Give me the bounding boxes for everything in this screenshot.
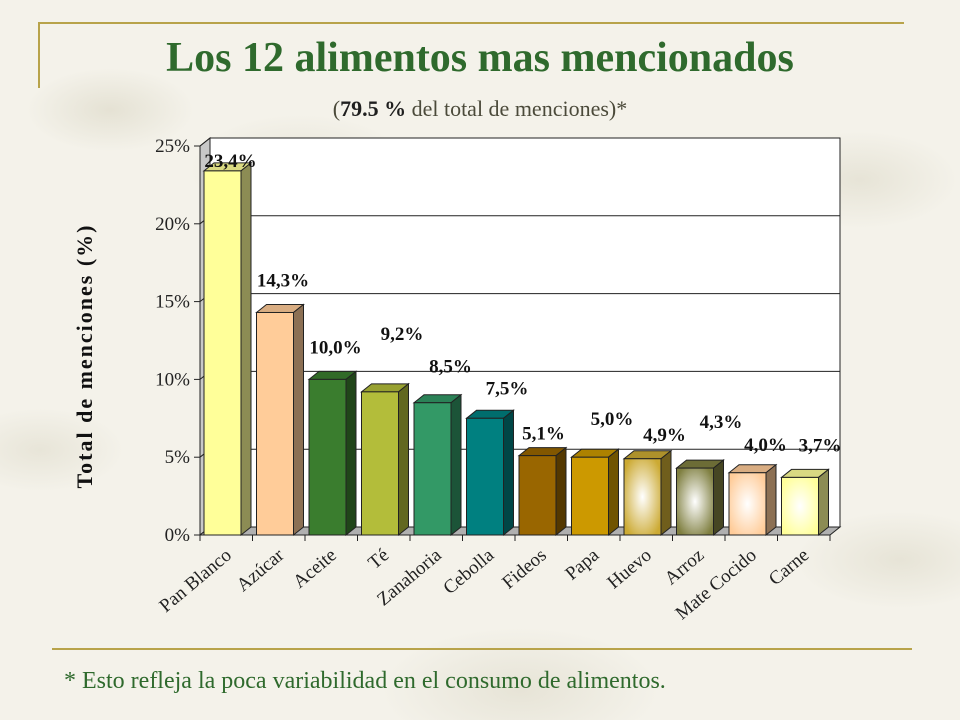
- bar-11: [727, 463, 778, 537]
- subtitle-open: (: [332, 96, 341, 121]
- bar-4: [360, 382, 410, 537]
- category-label: Pan Blanco: [156, 545, 236, 617]
- bar-side: [503, 409, 514, 537]
- bar-2: [255, 303, 305, 537]
- bar-8: [570, 448, 620, 537]
- bar-5: [412, 393, 463, 537]
- data-label: 23,4%: [204, 151, 256, 172]
- subtitle-percent: 79.5 %: [340, 96, 407, 121]
- bar-front: [781, 476, 819, 536]
- bar-9: [622, 449, 673, 537]
- bar-front: [623, 458, 662, 536]
- data-label: 9,2%: [381, 324, 424, 345]
- category-label: Fideos: [498, 545, 550, 594]
- bar-side: [450, 393, 462, 537]
- data-label: 4,0%: [744, 435, 787, 456]
- bar-front: [728, 472, 767, 536]
- bar-3: [307, 370, 358, 537]
- frame-bottom-line: [52, 648, 912, 650]
- bar-front: [518, 455, 557, 536]
- data-label: 14,3%: [257, 270, 309, 291]
- bar-7: [517, 446, 568, 537]
- data-label: 8,5%: [429, 357, 472, 378]
- y-tick-label: 0%: [165, 525, 191, 546]
- y-tick-label: 25%: [155, 136, 190, 157]
- slide-subtitle: (79.5 % del total de menciones)*: [0, 96, 960, 122]
- data-label: 7,5%: [486, 378, 529, 399]
- bar-6: [465, 409, 515, 537]
- y-tick-label: 15%: [155, 292, 190, 313]
- slide-title: Los 12 alimentos mas mencionados: [166, 35, 794, 81]
- subtitle-rest: del total de menciones)*: [406, 96, 628, 121]
- bar-front: [256, 311, 294, 536]
- bar-front: [466, 417, 504, 536]
- bar-front: [413, 402, 452, 536]
- bar-side: [608, 448, 619, 537]
- frame-top-line: [38, 22, 904, 24]
- category-label: Huevo: [603, 545, 655, 594]
- bar-side: [555, 446, 567, 537]
- y-axis-title: Total de menciones (%): [72, 223, 97, 488]
- data-label: 10,0%: [309, 337, 361, 358]
- bar-side: [240, 161, 252, 537]
- bar-side: [660, 449, 672, 537]
- bar-12: [780, 468, 830, 537]
- bar-front: [361, 391, 399, 536]
- category-label: Azúcar: [233, 544, 289, 596]
- data-label: 5,1%: [522, 424, 565, 445]
- category-label: Aceite: [289, 545, 340, 593]
- footnote: * Esto refleja la poca variabilidad en e…: [64, 668, 666, 694]
- bar-front: [308, 378, 347, 536]
- data-label: 3,7%: [799, 435, 842, 456]
- bar-side: [345, 370, 357, 537]
- gridline: [199, 137, 840, 147]
- bar-front: [203, 170, 242, 536]
- data-label: 5,0%: [591, 409, 634, 430]
- y-tick-label: 5%: [165, 447, 191, 468]
- bar-side: [398, 382, 409, 537]
- bar-side: [293, 303, 304, 537]
- category-label: Papa: [561, 544, 603, 584]
- bar-side: [713, 459, 724, 537]
- y-tick-label: 10%: [155, 369, 190, 390]
- bar-side: [818, 468, 829, 537]
- bar-front: [676, 467, 714, 536]
- category-label: Té: [364, 545, 393, 574]
- data-label: 4,9%: [643, 425, 686, 446]
- y-tick-label: 20%: [155, 214, 190, 235]
- bar-side: [765, 463, 777, 537]
- bar-front: [571, 456, 609, 536]
- bar-10: [675, 459, 725, 537]
- bar-1: [202, 161, 253, 537]
- category-label: Cebolla: [439, 544, 498, 598]
- data-label: 4,3%: [700, 412, 743, 433]
- frame-left-line: [38, 22, 40, 88]
- category-label: Carne: [765, 545, 813, 590]
